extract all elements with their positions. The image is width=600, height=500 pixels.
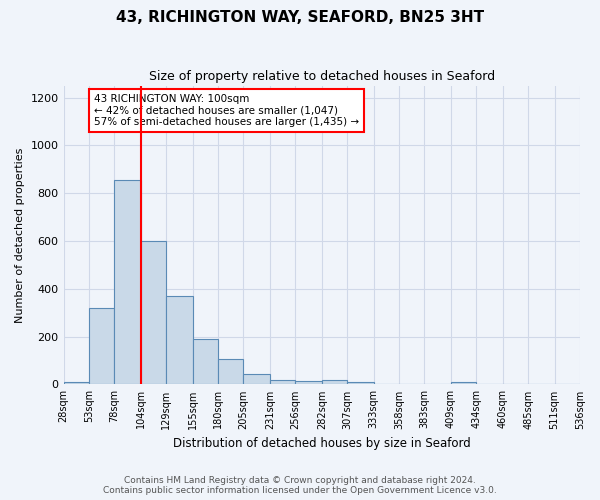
Text: Contains HM Land Registry data © Crown copyright and database right 2024.
Contai: Contains HM Land Registry data © Crown c… — [103, 476, 497, 495]
Text: 43 RICHINGTON WAY: 100sqm
← 42% of detached houses are smaller (1,047)
57% of se: 43 RICHINGTON WAY: 100sqm ← 42% of detac… — [94, 94, 359, 127]
Bar — [115, 180, 141, 384]
Title: Size of property relative to detached houses in Seaford: Size of property relative to detached ho… — [149, 70, 495, 83]
Bar — [193, 339, 218, 384]
Bar — [270, 380, 295, 384]
Bar — [166, 296, 193, 384]
Bar — [141, 241, 166, 384]
Bar — [295, 381, 322, 384]
Bar — [347, 382, 374, 384]
Bar — [322, 380, 347, 384]
Bar — [451, 382, 476, 384]
X-axis label: Distribution of detached houses by size in Seaford: Distribution of detached houses by size … — [173, 437, 470, 450]
Bar — [218, 360, 244, 384]
Bar — [244, 374, 270, 384]
Y-axis label: Number of detached properties: Number of detached properties — [15, 148, 25, 322]
Bar — [64, 382, 89, 384]
Text: 43, RICHINGTON WAY, SEAFORD, BN25 3HT: 43, RICHINGTON WAY, SEAFORD, BN25 3HT — [116, 10, 484, 25]
Bar — [89, 308, 115, 384]
